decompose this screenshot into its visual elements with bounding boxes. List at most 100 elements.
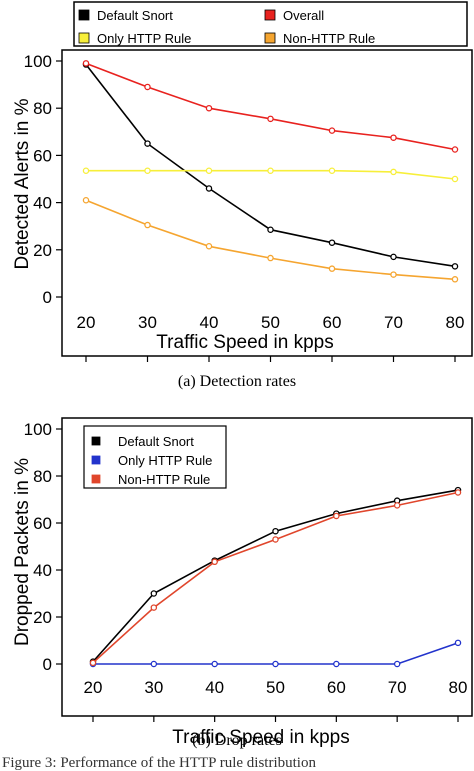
- data-point-b-1-6: [454, 639, 462, 647]
- data-point-a-1-4: [328, 127, 336, 134]
- data-point-b-2-3: [272, 536, 279, 543]
- data-point-a-2-2: [205, 167, 213, 174]
- series-b-0: [89, 486, 462, 665]
- x-tick-label-a-4: 60: [323, 313, 342, 332]
- x-tick-label-a-0: 20: [77, 313, 96, 332]
- legend-swatch-a-0: [78, 9, 90, 21]
- data-point-a-3-3: [267, 254, 274, 262]
- data-point-b-2-0: [89, 659, 97, 667]
- plot-frame-a: [61, 49, 473, 357]
- y-tick-label-a-4: 80: [33, 99, 52, 118]
- detection-rates-chart: Default Snort Overall Only HTTP Rule Non-HT…: [12, 1, 473, 390]
- series-a-1: [82, 60, 459, 153]
- y-tick-label-a-1: 20: [33, 241, 52, 260]
- legend-swatch-a-3: [264, 32, 276, 44]
- x-tick-label-a-6: 80: [446, 313, 465, 332]
- data-point-b-2-4: [333, 512, 340, 520]
- series-a-3: [82, 196, 459, 283]
- x-tick-label-a-5: 70: [384, 313, 403, 332]
- data-point-a-0-6: [451, 263, 459, 270]
- x-tick-label-a-3: 50: [261, 313, 280, 332]
- legend-swatch-b-0: [91, 436, 101, 446]
- series-a-2: [82, 167, 459, 183]
- data-point-b-0-3: [272, 527, 279, 535]
- data-point-a-1-6: [451, 146, 459, 153]
- x-tick-label-b-3: 50: [266, 678, 285, 697]
- series-line-b-2: [92, 491, 459, 664]
- data-point-a-3-0: [82, 196, 90, 204]
- data-point-b-2-1: [150, 604, 158, 611]
- data-point-b-1-3: [272, 660, 279, 668]
- legend-swatch-b-2: [91, 474, 101, 484]
- series-line-a-3: [85, 199, 456, 281]
- legend-label-b-0: Default Snort: [118, 434, 194, 449]
- data-point-a-1-3: [267, 115, 274, 123]
- x-tick-label-a-1: 30: [138, 313, 157, 332]
- legend-label-a-1: Overall: [283, 8, 324, 23]
- y-tick-label-a-3: 60: [33, 146, 52, 165]
- legend-b: Default Snort Only HTTP Rule Non-HTTP Rule: [83, 425, 227, 489]
- data-point-a-3-4: [328, 265, 336, 272]
- legend-swatch-a-2: [78, 32, 90, 44]
- x-tick-label-b-2: 40: [205, 678, 224, 697]
- series-a-0: [82, 61, 459, 270]
- data-point-b-1-1: [150, 660, 158, 668]
- figure-footer-text: Figure 3: Performance of the HTTP rule d…: [2, 755, 316, 771]
- data-point-b-2-6: [454, 489, 462, 496]
- series-b-1: [89, 639, 462, 668]
- data-point-a-0-3: [267, 226, 274, 233]
- legend-swatch-a-1: [264, 9, 276, 21]
- x-tick-label-b-1: 30: [144, 678, 163, 697]
- y-tick-label-b-0: 0: [43, 655, 52, 674]
- legend-label-a-0: Default Snort: [97, 8, 173, 23]
- data-point-a-2-0: [82, 167, 90, 174]
- data-point-a-2-5: [390, 168, 397, 176]
- data-point-b-2-5: [393, 502, 401, 509]
- data-point-a-1-1: [144, 83, 151, 91]
- data-point-a-0-1: [144, 140, 151, 147]
- y-tick-label-a-2: 40: [33, 194, 52, 213]
- x-axis-title-a: Traffic Speed in kpps: [156, 332, 333, 353]
- data-point-a-0-2: [205, 185, 213, 192]
- y-tick-label-b-2: 40: [33, 561, 52, 580]
- legend-swatch-b-1: [91, 455, 101, 465]
- series-line-b-0: [92, 489, 459, 663]
- data-point-a-0-4: [328, 239, 336, 246]
- data-point-a-2-3: [267, 167, 274, 174]
- y-tick-label-a-5: 100: [24, 52, 52, 71]
- y-tick-label-b-1: 20: [33, 608, 52, 627]
- legend-box-b: [83, 425, 227, 489]
- series-line-a-0: [85, 64, 456, 268]
- caption-b: (b) Drop rates: [192, 732, 282, 749]
- legend-label-a-3: Non-HTTP Rule: [283, 31, 375, 46]
- data-point-b-1-4: [333, 660, 340, 668]
- y-axis-title-b: Dropped Packets in %: [12, 458, 33, 646]
- plot-frame-b: [61, 417, 473, 717]
- data-point-a-1-5: [390, 134, 397, 141]
- data-point-a-3-1: [144, 221, 151, 229]
- x-tick-label-b-5: 70: [388, 678, 407, 697]
- data-point-a-2-1: [144, 167, 151, 174]
- legend-label-b-1: Only HTTP Rule: [118, 453, 212, 468]
- x-tick-label-b-6: 80: [449, 678, 468, 697]
- data-point-a-3-2: [205, 243, 213, 250]
- data-point-a-3-5: [390, 271, 397, 278]
- x-tick-label-b-0: 20: [84, 678, 103, 697]
- data-point-a-1-0: [82, 60, 90, 67]
- y-tick-label-b-4: 80: [33, 467, 52, 486]
- data-point-a-2-6: [451, 175, 459, 183]
- y-axis-title-a: Detected Alerts in %: [12, 98, 33, 269]
- y-tick-label-a-0: 0: [43, 288, 52, 307]
- drop-rates-chart: 20 30 40 50 60 70 80 0 20 40 60 80 100 Default Snort…: [12, 417, 473, 749]
- x-axis-title-b: Traffic Speed in kpps: [172, 727, 349, 748]
- data-point-a-2-4: [328, 167, 336, 174]
- series-b-2: [89, 489, 462, 667]
- y-tick-label-b-5: 100: [24, 420, 52, 439]
- y-tick-label-b-3: 60: [33, 514, 52, 533]
- data-point-a-1-2: [205, 104, 213, 112]
- data-point-b-1-5: [393, 660, 401, 668]
- caption-a: (a) Detection rates: [178, 373, 296, 390]
- data-point-b-0-1: [150, 590, 158, 597]
- legend-a: Default Snort Overall Only HTTP Rule Non-HT…: [73, 1, 468, 47]
